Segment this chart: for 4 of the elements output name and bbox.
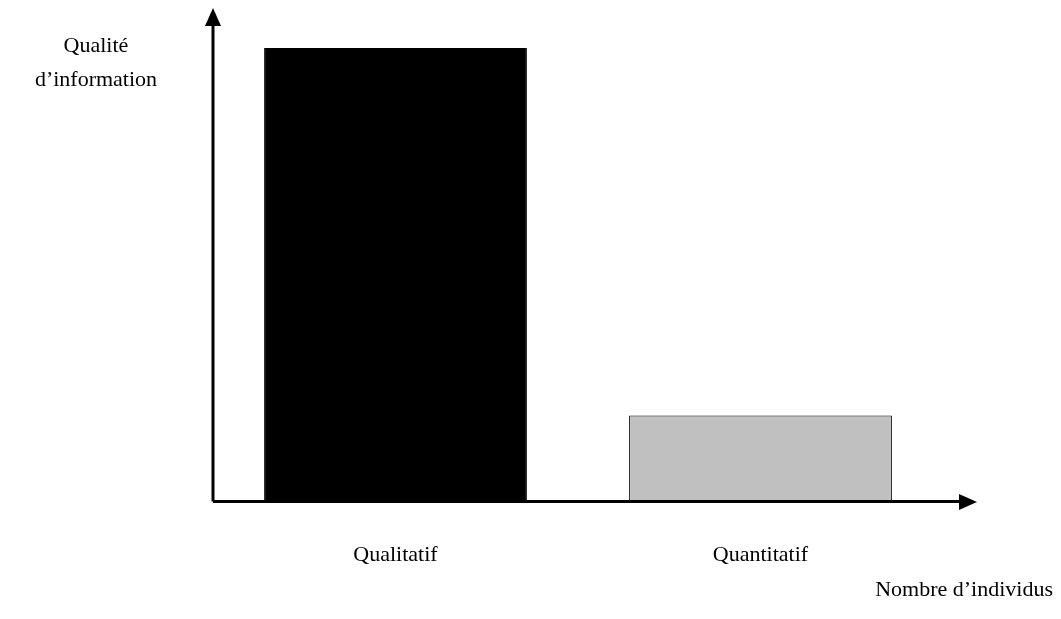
x-tick-label: Qualitatif <box>353 540 439 566</box>
y-axis-title: Qualité d’information <box>33 31 159 93</box>
x-axis-title: Nombre d’individus <box>875 576 1053 602</box>
x-tick-label: Quantitatif <box>712 540 809 566</box>
